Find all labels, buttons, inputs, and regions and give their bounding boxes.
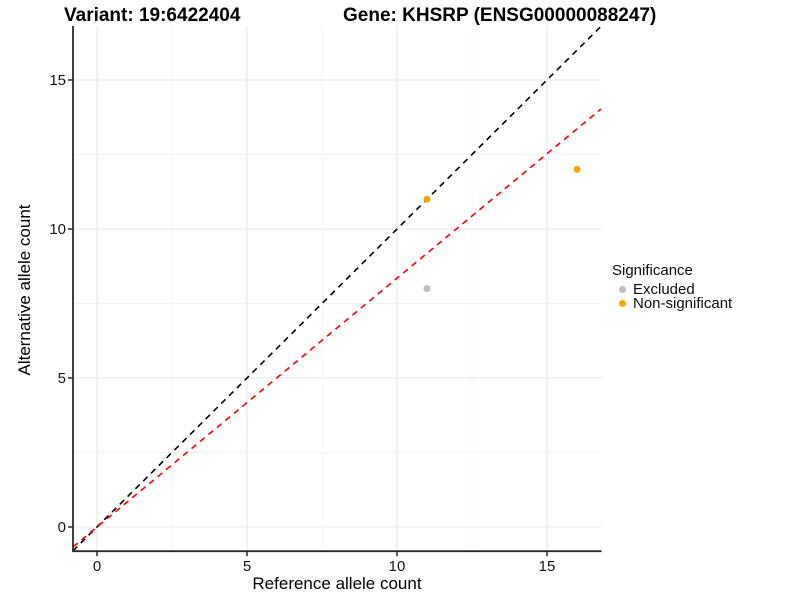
x-tick-label: 0 [93,558,101,575]
y-tick-label: 5 [58,370,66,387]
legend-items: Excluded Non-significant [612,280,733,313]
tick-marks [68,79,548,557]
legend-key-dot [619,285,626,293]
minor-gridlines [73,26,602,552]
data-point [573,165,581,173]
legend: Significance Excluded Non-significant [612,262,733,313]
x-tick-label: 5 [243,558,251,575]
gene-title: Gene: KHSRP (ENSG00000088247) [343,5,657,26]
data-point [423,285,431,293]
legend-key-dot [619,300,626,308]
legend-item-label: Non-significant [633,295,733,313]
x-tick-label: 10 [389,558,406,575]
y-tick-label: 0 [58,519,66,536]
data-points [423,165,581,293]
y-tick-label: 15 [49,72,66,89]
reference-lines [73,26,602,552]
legend-item: Excluded [612,280,732,298]
fitted-ratio-line [73,108,602,548]
major-gridlines [73,26,602,552]
axis-lines [72,26,602,553]
data-point [423,195,431,203]
legend-item-label: Excluded [633,280,695,298]
x-axis-title: Reference allele count [252,574,422,593]
x-tick-label: 15 [539,558,556,575]
y-axis-title: Alternative allele count [15,204,34,376]
variant-title: Variant: 19:6422404 [64,5,241,26]
y-tick-label: 10 [49,221,66,238]
legend-item: Non-significant [612,295,733,313]
tick-labels: 0 5 10 15 0 5 10 15 [49,72,555,575]
legend-title: Significance [612,262,693,279]
identity-line [73,26,602,552]
